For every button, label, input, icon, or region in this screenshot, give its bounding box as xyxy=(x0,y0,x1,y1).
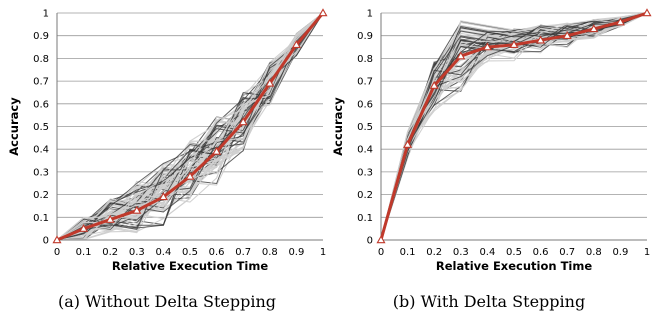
x-tick-label: 0.5 xyxy=(506,247,522,258)
x-tick-label: 0.1 xyxy=(400,247,416,258)
figure-caption: (b) With Delta Stepping xyxy=(393,292,585,311)
y-tick-label: 0.3 xyxy=(357,167,373,178)
mean-point xyxy=(376,235,386,244)
x-tick-label: 0.4 xyxy=(479,247,495,258)
y-tick-label: 0.8 xyxy=(33,54,49,65)
x-tick-label: 0.2 xyxy=(102,247,118,258)
mean-point xyxy=(509,40,519,49)
y-tick-label: 0.5 xyxy=(357,122,373,133)
x-tick-label: 0.3 xyxy=(453,247,469,258)
mean-point xyxy=(79,223,89,232)
y-tick-label: 0.2 xyxy=(357,190,373,201)
mean-point xyxy=(318,8,328,17)
x-tick-label: 0.7 xyxy=(559,247,575,258)
mean-point xyxy=(212,146,222,155)
run-line xyxy=(380,12,648,241)
mean-point xyxy=(482,42,492,51)
y-tick-label: 0.6 xyxy=(357,99,373,110)
y-tick-label: 0.9 xyxy=(33,31,49,42)
mean-point xyxy=(52,235,62,244)
x-tick-label: 0.9 xyxy=(612,247,628,258)
y-tick-label: 0.1 xyxy=(33,213,49,224)
mean-point xyxy=(456,51,466,60)
y-tick-label: 0 xyxy=(43,236,49,247)
run-line xyxy=(56,12,324,241)
x-tick-label: 0.3 xyxy=(129,247,145,258)
mean-point xyxy=(185,171,195,180)
y-tick-label: 1 xyxy=(43,9,49,20)
run-lines xyxy=(56,12,324,241)
y-tick-label: 0.1 xyxy=(357,213,373,224)
x-tick-label: 0.9 xyxy=(288,247,304,258)
mean-point xyxy=(158,192,168,201)
run-line xyxy=(56,12,324,241)
y-tick-label: 0.3 xyxy=(33,167,49,178)
run-line xyxy=(56,12,324,241)
x-tick-label: 0.6 xyxy=(209,247,225,258)
mean-point xyxy=(403,139,413,148)
chart-panel-a: 0 0.1 0.2 0.3 0.4 0.5 0.6 0.7 0.8 0.9 1 0 0.1 0.2 0.3 0… xyxy=(7,8,328,311)
mean-point xyxy=(238,117,248,126)
x-tick-label: 1 xyxy=(644,247,650,258)
chart-panel-b: 0 0.1 0.2 0.3 0.4 0.5 0.6 0.7 0.8 0.9 1 0 0.1 0.2 0.3 0… xyxy=(331,8,652,311)
mean-point xyxy=(562,30,572,39)
x-tick-label: 0.5 xyxy=(182,247,198,258)
x-axis-label: Relative Execution Time xyxy=(112,259,268,273)
run-line xyxy=(380,12,648,241)
x-tick-label: 0.4 xyxy=(155,247,171,258)
x-tick-label: 0 xyxy=(378,247,384,258)
mean-point xyxy=(642,8,652,17)
y-tick-label: 0.7 xyxy=(357,77,373,88)
y-tick-label: 0.2 xyxy=(33,190,49,201)
mean-point xyxy=(536,35,546,44)
x-axis-label: Relative Execution Time xyxy=(436,259,592,273)
x-tick-label: 0 xyxy=(54,247,60,258)
mean-point xyxy=(132,205,142,214)
x-tick-label: 1 xyxy=(320,247,326,258)
mean-point xyxy=(615,17,625,26)
mean-point xyxy=(105,214,115,223)
y-tick-label: 0.4 xyxy=(33,145,49,156)
x-tick-label: 0.7 xyxy=(235,247,251,258)
y-axis-label: Accuracy xyxy=(331,97,345,156)
x-tick-label: 0.1 xyxy=(76,247,92,258)
mean-point xyxy=(589,24,599,33)
x-tick-label: 0.6 xyxy=(533,247,549,258)
y-tick-label: 0.6 xyxy=(33,99,49,110)
y-tick-label: 0.9 xyxy=(357,31,373,42)
y-axis-label: Accuracy xyxy=(7,97,21,156)
mean-point xyxy=(291,40,301,49)
y-tick-label: 0.7 xyxy=(33,77,49,88)
x-tick-label: 0.2 xyxy=(426,247,442,258)
y-tick-label: 0 xyxy=(367,236,373,247)
x-tick-label: 0.8 xyxy=(586,247,602,258)
y-tick-label: 0.5 xyxy=(33,122,49,133)
x-tick-label: 0.8 xyxy=(262,247,278,258)
mean-point xyxy=(429,80,439,89)
y-tick-label: 1 xyxy=(367,9,373,20)
y-tick-label: 0.8 xyxy=(357,54,373,65)
figure-caption: (a) Without Delta Stepping xyxy=(58,292,276,311)
y-tick-label: 0.4 xyxy=(357,145,373,156)
mean-point xyxy=(265,78,275,87)
